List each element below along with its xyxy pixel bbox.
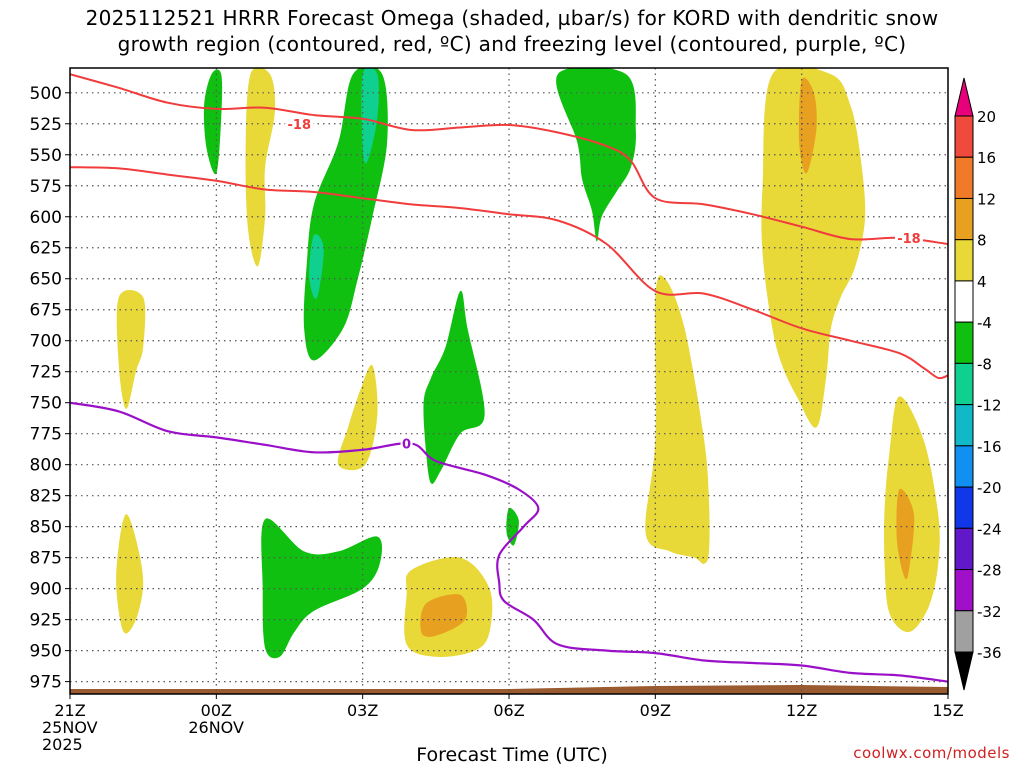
- y-tick-label-825: 825: [30, 487, 62, 507]
- colorbar-label-8: -16: [977, 438, 1002, 456]
- omega-shaded-region-6: [337, 364, 378, 471]
- dgz-lower-contour: [70, 166, 948, 380]
- y-tick-label-925: 925: [30, 611, 62, 631]
- chart-title-line-1: 2025112521 HRRR Forecast Omega (shaded, …: [85, 6, 939, 30]
- colorbar-label-13: -36: [977, 644, 1002, 662]
- contour-label-dgz-right: -18: [897, 232, 921, 247]
- colorbar-bottom-triangle: [954, 651, 974, 691]
- colorbar-label-3: 8: [977, 232, 987, 250]
- x-tick-label-9-0: 06Z: [493, 701, 524, 720]
- omega-shaded-region-8: [261, 518, 383, 659]
- omega-shaded-region-4: [309, 234, 324, 299]
- colorbar-swatch-5: [954, 280, 974, 323]
- y-tick-label-650: 650: [30, 270, 62, 290]
- x-tick-label-0-1: 25NOV: [42, 718, 98, 737]
- colorbar-label-11: -28: [977, 562, 1002, 580]
- y-tick-label-625: 625: [30, 239, 62, 259]
- colorbar-label-7: -12: [977, 397, 1002, 415]
- plot-area: -18 -18 0: [70, 68, 948, 694]
- freezing-level-contour: [70, 401, 948, 683]
- y-tick-label-950: 950: [30, 642, 62, 662]
- colorbar-swatch-13: [954, 610, 974, 653]
- omega-shaded-region-12: [506, 507, 519, 546]
- omega-shaded-region-1: [245, 68, 276, 267]
- x-tick-label-3-1: 26NOV: [188, 718, 244, 737]
- colorbar-swatch-12: [954, 569, 974, 612]
- x-tick-label-12-0: 09Z: [640, 701, 671, 720]
- omega-shaded-region-5: [116, 289, 146, 409]
- colorbar-swatch-10: [954, 486, 974, 529]
- x-tick-label-6-0: 03Z: [347, 701, 378, 720]
- chart-title-line-2: growth region (contoured, red, ºC) and f…: [117, 32, 907, 56]
- omega-shaded-region-18: [896, 488, 915, 580]
- y-tick-label-500: 500: [30, 84, 62, 104]
- omega-shaded-region-7: [423, 290, 485, 485]
- colorbar-label-0: 20: [977, 108, 996, 126]
- colorbar-label-5: -4: [977, 314, 992, 332]
- contour-label-freezing: 0: [402, 438, 411, 453]
- colorbar-swatch-2: [954, 156, 974, 199]
- colorbar-label-12: -32: [977, 603, 1002, 621]
- x-tick-label-0-2: 2025: [42, 735, 83, 754]
- y-tick-label-900: 900: [30, 580, 62, 600]
- y-tick-label-975: 975: [30, 673, 62, 693]
- colorbar-label-6: -8: [977, 355, 992, 373]
- omega-shaded-region-9: [116, 514, 144, 634]
- y-tick-label-850: 850: [30, 518, 62, 538]
- colorbar-swatch-1: [954, 115, 974, 158]
- contour-label-dgz-right-bg: [894, 229, 923, 246]
- y-tick-label-525: 525: [30, 115, 62, 135]
- omega-shaded-region-3: [361, 68, 379, 164]
- colorbar-label-1: 16: [977, 149, 996, 167]
- y-tick-label-800: 800: [30, 456, 62, 476]
- x-axis-label: Forecast Time (UTC): [416, 744, 608, 766]
- x-tick-label-0-0: 21Z: [54, 701, 85, 720]
- omega-shaded-region-16: [798, 77, 817, 174]
- omega-shaded-region-14: [645, 275, 710, 564]
- contour-label-freezing-bg: [400, 435, 413, 452]
- omega-shaded-region-11: [420, 594, 468, 637]
- y-tick-label-775: 775: [30, 425, 62, 445]
- dgz-upper-contour: [70, 73, 948, 245]
- colorbar-swatch-3: [954, 197, 974, 241]
- colorbar-label-10: -24: [977, 520, 1002, 538]
- contour-label-dgz-top: -18: [288, 118, 312, 133]
- y-tick-label-550: 550: [30, 146, 62, 166]
- omega-shaded-region-13: [556, 68, 636, 242]
- colorbar-swatch-9: [954, 445, 974, 488]
- contour-label-dgz-top-bg: [285, 115, 314, 132]
- colorbar-swatch-7: [954, 362, 974, 406]
- y-tick-label-700: 700: [30, 332, 62, 352]
- colorbar-label-2: 12: [977, 190, 996, 208]
- source-watermark[interactable]: coolwx.com/models: [853, 744, 1010, 762]
- x-tick-label-18-0: 15Z: [932, 701, 963, 720]
- colorbar-top-triangle: [954, 77, 974, 117]
- x-tick-label-15-0: 12Z: [786, 701, 817, 720]
- y-tick-label-725: 725: [30, 363, 62, 383]
- x-tick-label-3-0: 00Z: [201, 701, 232, 720]
- y-tick-label-875: 875: [30, 549, 62, 569]
- colorbar-swatch-4: [954, 239, 974, 282]
- colorbar-label-9: -20: [977, 479, 1002, 497]
- omega-shaded-region-0: [203, 69, 223, 175]
- y-tick-label-675: 675: [30, 301, 62, 321]
- colorbar-swatch-6: [954, 321, 974, 364]
- y-tick-label-600: 600: [30, 208, 62, 228]
- colorbar-swatch-8: [954, 404, 974, 447]
- y-tick-label-750: 750: [30, 394, 62, 414]
- colorbar-swatch-11: [954, 527, 974, 571]
- colorbar-label-4: 4: [977, 273, 987, 291]
- y-tick-label-575: 575: [30, 177, 62, 197]
